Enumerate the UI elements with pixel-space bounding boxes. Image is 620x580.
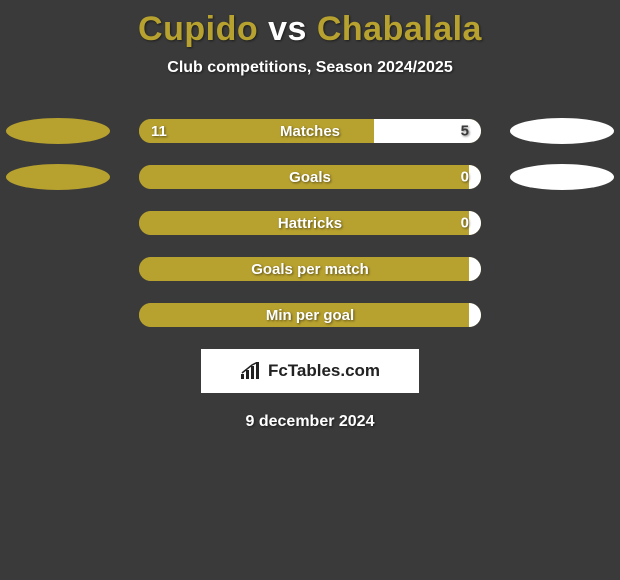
subtitle: Club competitions, Season 2024/2025 — [0, 59, 620, 77]
stats-container: 115Matches0Goals0HattricksGoals per matc… — [0, 119, 620, 327]
bar-chart-icon — [240, 362, 262, 380]
stat-row: Goals per match — [0, 257, 620, 281]
stat-bar: 0Goals — [139, 165, 481, 189]
stat-bar: 0Hattricks — [139, 211, 481, 235]
stat-right-value: 0 — [461, 169, 469, 186]
stat-bar-left — [139, 257, 469, 281]
stat-row: 115Matches — [0, 119, 620, 143]
player-left-marker — [6, 118, 110, 144]
stat-row: 0Goals — [0, 165, 620, 189]
stat-bar-right — [469, 165, 481, 189]
stat-right-value: 5 — [461, 123, 469, 140]
page-title: Cupido vs Chabalala — [0, 0, 620, 49]
player-left-marker — [6, 164, 110, 190]
player-right-marker — [510, 118, 614, 144]
stat-bar-left: 11 — [139, 119, 374, 143]
title-right: Chabalala — [317, 10, 482, 48]
logo-text: FcTables.com — [268, 361, 380, 381]
player-right-marker — [510, 164, 614, 190]
date-text: 9 december 2024 — [0, 413, 620, 431]
stat-row: Min per goal — [0, 303, 620, 327]
stat-row: 0Hattricks — [0, 211, 620, 235]
stat-bar-right — [469, 303, 481, 327]
title-left: Cupido — [138, 10, 258, 48]
stat-bar-left — [139, 211, 469, 235]
stat-bar-right — [469, 211, 481, 235]
title-vs: vs — [268, 10, 307, 48]
stat-bar-left — [139, 303, 469, 327]
stat-bar: 115Matches — [139, 119, 481, 143]
stat-bar: Goals per match — [139, 257, 481, 281]
stat-bar: Min per goal — [139, 303, 481, 327]
stat-bar-right — [469, 257, 481, 281]
stat-right-value: 0 — [461, 215, 469, 232]
stat-left-value: 11 — [151, 123, 167, 140]
logo-box: FcTables.com — [201, 349, 419, 393]
stat-bar-left — [139, 165, 469, 189]
